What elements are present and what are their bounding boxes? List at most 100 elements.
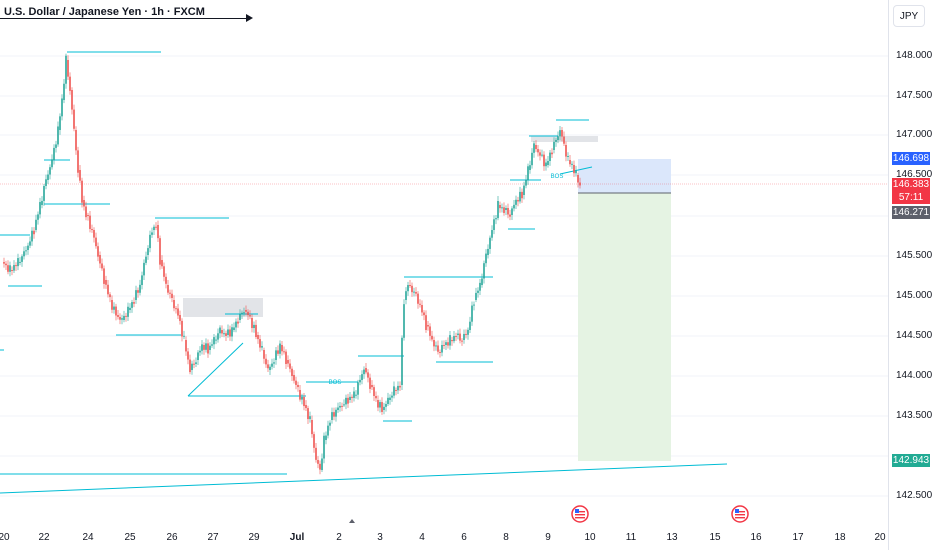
- candle-body[interactable]: [485, 253, 487, 264]
- candle-body[interactable]: [59, 116, 61, 130]
- candle-body[interactable]: [305, 405, 307, 409]
- candle-body[interactable]: [161, 260, 163, 267]
- candle-body[interactable]: [173, 300, 175, 309]
- candle-body[interactable]: [289, 363, 291, 369]
- candle-body[interactable]: [35, 219, 37, 230]
- candle-body[interactable]: [513, 204, 515, 209]
- candle-body[interactable]: [359, 379, 361, 383]
- candle-body[interactable]: [47, 174, 49, 180]
- candle-body[interactable]: [221, 330, 223, 334]
- candle-body[interactable]: [197, 352, 199, 360]
- candle-body[interactable]: [85, 206, 87, 218]
- candle-body[interactable]: [185, 340, 187, 352]
- supply-zone-box[interactable]: [183, 298, 263, 317]
- candle-body[interactable]: [145, 256, 147, 263]
- candle-body[interactable]: [217, 333, 219, 340]
- candle-body[interactable]: [137, 290, 139, 293]
- candle-body[interactable]: [263, 350, 265, 359]
- candle-body[interactable]: [119, 316, 121, 320]
- candle-body[interactable]: [225, 333, 227, 337]
- candle-body[interactable]: [363, 369, 365, 375]
- candle-body[interactable]: [465, 333, 467, 335]
- candle-body[interactable]: [253, 324, 255, 329]
- candle-body[interactable]: [187, 351, 189, 360]
- candle-body[interactable]: [565, 145, 567, 157]
- candle-body[interactable]: [5, 263, 7, 266]
- candle-body[interactable]: [539, 152, 541, 156]
- candle-body[interactable]: [319, 463, 321, 470]
- candle-body[interactable]: [93, 230, 95, 238]
- candle-body[interactable]: [135, 290, 137, 300]
- candle-body[interactable]: [125, 315, 127, 317]
- candle-body[interactable]: [63, 83, 65, 100]
- candle-body[interactable]: [143, 262, 145, 276]
- candle-body[interactable]: [17, 258, 19, 267]
- chart-plot-area[interactable]: BOS BOS: [0, 0, 888, 528]
- candle-body[interactable]: [261, 346, 263, 348]
- candle-body[interactable]: [69, 76, 71, 91]
- candle-body[interactable]: [349, 396, 351, 400]
- candle-body[interactable]: [509, 214, 511, 217]
- candle-body[interactable]: [403, 304, 405, 338]
- candle-body[interactable]: [181, 320, 183, 337]
- candle-body[interactable]: [169, 292, 171, 294]
- candle-body[interactable]: [95, 237, 97, 247]
- candle-body[interactable]: [441, 344, 443, 353]
- candle-body[interactable]: [205, 343, 207, 350]
- candle-body[interactable]: [475, 292, 477, 300]
- candle-body[interactable]: [489, 237, 491, 249]
- candle-body[interactable]: [571, 163, 573, 165]
- candle-body[interactable]: [189, 359, 191, 373]
- candle-body[interactable]: [367, 372, 369, 378]
- candle-body[interactable]: [491, 230, 493, 238]
- candle-body[interactable]: [151, 232, 153, 235]
- candle-body[interactable]: [575, 170, 577, 174]
- candle-body[interactable]: [41, 200, 43, 205]
- candle-body[interactable]: [109, 294, 111, 298]
- candle-body[interactable]: [193, 363, 195, 365]
- candle-body[interactable]: [37, 214, 39, 220]
- candle-body[interactable]: [285, 351, 287, 364]
- candle-body[interactable]: [163, 266, 165, 277]
- candle-body[interactable]: [115, 306, 117, 316]
- candle-body[interactable]: [177, 308, 179, 316]
- candle-body[interactable]: [299, 390, 301, 400]
- candle-body[interactable]: [157, 225, 159, 239]
- candle-body[interactable]: [33, 230, 35, 235]
- candle-body[interactable]: [443, 344, 445, 346]
- candle-body[interactable]: [21, 256, 23, 262]
- candle-body[interactable]: [243, 312, 245, 314]
- candle-body[interactable]: [141, 275, 143, 285]
- candle-body[interactable]: [57, 126, 59, 145]
- candle-body[interactable]: [365, 368, 367, 373]
- candlesticks[interactable]: [3, 53, 581, 475]
- candle-body[interactable]: [505, 207, 507, 210]
- candle-body[interactable]: [97, 246, 99, 257]
- candle-body[interactable]: [499, 205, 501, 209]
- candle-body[interactable]: [533, 143, 535, 153]
- candle-body[interactable]: [199, 350, 201, 353]
- candle-body[interactable]: [281, 345, 283, 352]
- candle-body[interactable]: [149, 234, 151, 249]
- candle-body[interactable]: [201, 344, 203, 351]
- candle-body[interactable]: [479, 282, 481, 291]
- candle-body[interactable]: [155, 226, 157, 228]
- candle-body[interactable]: [209, 345, 211, 350]
- candle-body[interactable]: [333, 412, 335, 417]
- candle-body[interactable]: [171, 293, 173, 299]
- candle-body[interactable]: [551, 152, 553, 155]
- candle-body[interactable]: [65, 55, 67, 84]
- candle-body[interactable]: [405, 291, 407, 300]
- candle-body[interactable]: [449, 335, 451, 346]
- candle-body[interactable]: [371, 385, 373, 388]
- candle-body[interactable]: [91, 228, 93, 230]
- candle-body[interactable]: [31, 230, 33, 242]
- candle-body[interactable]: [353, 391, 355, 398]
- candle-body[interactable]: [519, 191, 521, 202]
- candle-body[interactable]: [267, 364, 269, 369]
- candle-body[interactable]: [19, 261, 21, 263]
- candle-body[interactable]: [105, 280, 107, 285]
- candle-body[interactable]: [117, 315, 119, 317]
- candle-body[interactable]: [511, 208, 513, 215]
- candle-body[interactable]: [191, 363, 193, 370]
